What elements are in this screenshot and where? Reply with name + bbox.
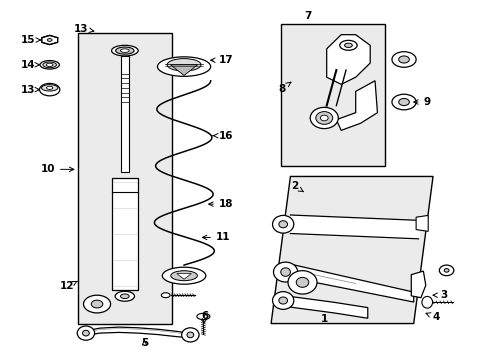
Polygon shape xyxy=(280,295,367,318)
Text: 13: 13 xyxy=(20,85,40,95)
Ellipse shape xyxy=(47,39,52,41)
Ellipse shape xyxy=(287,271,316,294)
Ellipse shape xyxy=(77,326,95,340)
Polygon shape xyxy=(87,327,188,338)
Ellipse shape xyxy=(278,221,287,228)
Ellipse shape xyxy=(344,43,351,48)
Polygon shape xyxy=(177,274,191,279)
Polygon shape xyxy=(41,35,58,45)
Ellipse shape xyxy=(167,59,201,71)
Text: 7: 7 xyxy=(304,11,311,21)
Text: 16: 16 xyxy=(213,131,233,141)
Polygon shape xyxy=(326,35,369,84)
Ellipse shape xyxy=(162,267,205,284)
Ellipse shape xyxy=(398,56,408,63)
Bar xyxy=(78,33,172,324)
Text: 9: 9 xyxy=(413,97,430,107)
Text: 4: 4 xyxy=(425,312,439,322)
Ellipse shape xyxy=(91,300,102,308)
Ellipse shape xyxy=(120,294,129,298)
Ellipse shape xyxy=(40,84,60,96)
Text: 3: 3 xyxy=(432,290,447,300)
Ellipse shape xyxy=(339,40,356,50)
Bar xyxy=(121,56,128,172)
Ellipse shape xyxy=(46,63,53,66)
Ellipse shape xyxy=(115,291,134,301)
Ellipse shape xyxy=(161,293,170,298)
Text: 14: 14 xyxy=(20,60,40,70)
Ellipse shape xyxy=(391,94,415,110)
Ellipse shape xyxy=(41,85,58,91)
Ellipse shape xyxy=(82,330,89,336)
Ellipse shape xyxy=(170,271,197,281)
Ellipse shape xyxy=(111,45,138,56)
Text: 10: 10 xyxy=(41,165,74,174)
Ellipse shape xyxy=(315,112,332,124)
Text: 15: 15 xyxy=(20,35,41,45)
Polygon shape xyxy=(270,176,432,324)
Ellipse shape xyxy=(443,269,448,272)
Ellipse shape xyxy=(280,268,290,276)
Polygon shape xyxy=(170,65,197,76)
Text: 2: 2 xyxy=(290,181,303,192)
Bar xyxy=(111,178,138,290)
Ellipse shape xyxy=(296,278,308,287)
Ellipse shape xyxy=(197,313,209,320)
Ellipse shape xyxy=(43,62,56,68)
Text: 11: 11 xyxy=(202,233,230,242)
Ellipse shape xyxy=(40,60,59,69)
Ellipse shape xyxy=(273,262,297,282)
Bar xyxy=(280,24,384,166)
Text: 5: 5 xyxy=(141,338,148,348)
Text: 17: 17 xyxy=(210,55,233,65)
Text: 12: 12 xyxy=(60,281,77,291)
Ellipse shape xyxy=(46,86,53,89)
Polygon shape xyxy=(410,271,425,298)
Ellipse shape xyxy=(309,107,338,129)
Polygon shape xyxy=(415,215,427,231)
Ellipse shape xyxy=(83,295,110,313)
Ellipse shape xyxy=(120,49,129,53)
Ellipse shape xyxy=(186,332,193,338)
Text: 1: 1 xyxy=(320,314,327,324)
Polygon shape xyxy=(336,81,377,130)
Ellipse shape xyxy=(320,115,327,121)
Text: 13: 13 xyxy=(74,24,94,33)
Ellipse shape xyxy=(272,292,293,309)
Ellipse shape xyxy=(398,99,408,105)
Text: 6: 6 xyxy=(201,311,208,324)
Ellipse shape xyxy=(391,52,415,67)
Ellipse shape xyxy=(181,328,199,342)
Ellipse shape xyxy=(438,265,453,276)
Polygon shape xyxy=(287,264,413,302)
Ellipse shape xyxy=(421,296,432,308)
Ellipse shape xyxy=(116,47,134,54)
Text: 18: 18 xyxy=(208,199,233,209)
Text: 8: 8 xyxy=(278,82,290,94)
Ellipse shape xyxy=(272,215,293,233)
Ellipse shape xyxy=(278,297,287,304)
Ellipse shape xyxy=(157,57,210,76)
